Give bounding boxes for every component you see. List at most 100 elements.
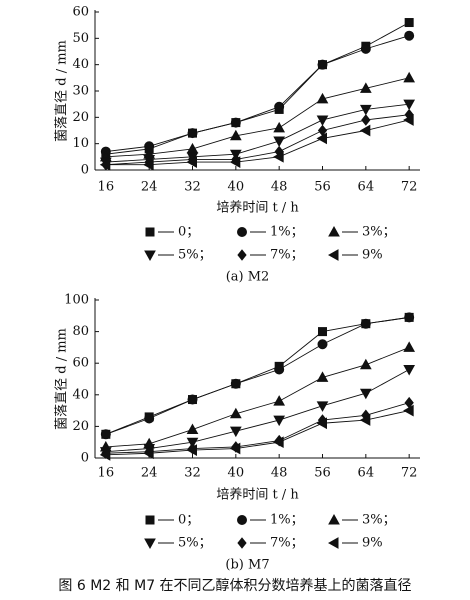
marker	[404, 18, 414, 28]
y-tick-label: 40	[72, 387, 89, 402]
marker	[186, 423, 199, 435]
series-line	[105, 410, 410, 456]
legend-marker	[237, 227, 247, 237]
marker	[186, 437, 199, 449]
marker	[316, 132, 327, 145]
marker	[403, 71, 416, 83]
series-line	[105, 35, 410, 153]
marker	[143, 447, 154, 460]
caption: 图 6 M2 和 M7 在不同乙醇体积分数培养基上的菌落直径	[58, 577, 411, 594]
y-tick-label: 0	[81, 163, 89, 178]
series-line	[105, 402, 410, 454]
legend-label: 9%	[362, 536, 383, 551]
marker	[187, 128, 198, 139]
x-tick-label: 72	[401, 180, 418, 195]
marker	[274, 101, 285, 112]
y-tick-label: 60	[72, 5, 89, 20]
marker	[317, 339, 328, 350]
x-tick-label: 72	[401, 466, 418, 481]
subtitle: (b) M7	[225, 558, 269, 573]
marker	[359, 414, 371, 426]
series-line	[105, 316, 410, 435]
marker	[361, 114, 371, 126]
marker	[273, 121, 286, 133]
x-tick-label: 48	[271, 466, 288, 481]
marker	[360, 43, 371, 54]
marker	[404, 312, 415, 323]
marker	[403, 114, 414, 126]
marker	[229, 407, 242, 419]
legend-label: 7%；	[270, 536, 304, 551]
legend-label: 0；	[178, 513, 199, 528]
marker	[143, 158, 154, 171]
legend-marker	[327, 249, 339, 261]
legend-label: 3%；	[362, 225, 396, 240]
legend-marker	[328, 225, 340, 237]
legend-label: 1%；	[270, 225, 304, 240]
series-line	[105, 77, 410, 158]
series-line	[105, 369, 410, 453]
x-tick-label: 40	[228, 180, 245, 195]
legend-label: 9%	[362, 248, 383, 263]
y-tick-label: 100	[64, 293, 89, 308]
series-line	[105, 316, 410, 435]
marker	[316, 92, 329, 104]
x-tick-label: 16	[98, 466, 115, 481]
legend-label: 5%；	[178, 536, 212, 551]
marker	[273, 150, 284, 163]
y-tick-label: 30	[72, 84, 89, 99]
marker	[273, 136, 286, 148]
y-tick-label: 40	[72, 57, 89, 72]
marker	[359, 82, 372, 93]
legend-label: 0；	[178, 225, 199, 240]
marker	[360, 318, 371, 329]
legend-marker	[144, 250, 156, 262]
marker	[100, 429, 111, 440]
marker	[229, 156, 241, 168]
marker	[403, 99, 416, 111]
subtitle: (a) M2	[226, 270, 270, 285]
marker	[230, 117, 241, 128]
x-tick-label: 64	[358, 180, 375, 195]
x-tick-label: 24	[141, 466, 158, 481]
y-tick-label: 10	[72, 136, 89, 151]
x-tick-label: 32	[184, 180, 201, 195]
legend-label: 7%；	[270, 248, 304, 263]
series-line	[105, 103, 410, 163]
y-tick-label: 80	[72, 324, 89, 339]
series-line	[105, 119, 410, 166]
series-line	[105, 114, 410, 166]
legend-marker	[144, 538, 156, 550]
marker	[186, 142, 199, 154]
marker	[187, 394, 198, 405]
y-tick-label: 50	[72, 31, 89, 46]
marker	[404, 30, 415, 41]
marker	[316, 371, 329, 382]
legend-marker	[145, 515, 155, 525]
y-axis-title: 菌落直径 d / mm	[55, 40, 70, 142]
marker	[229, 426, 242, 438]
x-tick-label: 24	[141, 180, 158, 195]
y-tick-label: 20	[72, 419, 89, 434]
marker	[186, 444, 197, 456]
x-tick-label: 56	[314, 466, 331, 481]
marker	[273, 395, 286, 406]
y-axis-title: 菌落直径 d / mm	[55, 328, 70, 430]
marker	[359, 388, 372, 400]
marker	[359, 358, 372, 370]
x-tick-label: 32	[184, 466, 201, 481]
x-axis-title: 培养时间 t / h	[216, 200, 299, 216]
marker	[186, 156, 197, 168]
marker	[99, 158, 111, 171]
marker	[316, 401, 329, 412]
marker	[359, 104, 372, 116]
legend-label: 5%；	[178, 248, 212, 263]
marker	[316, 115, 329, 126]
marker	[403, 365, 416, 376]
marker	[144, 413, 155, 424]
marker	[318, 327, 327, 337]
x-tick-label: 48	[271, 180, 288, 195]
marker	[316, 417, 327, 430]
